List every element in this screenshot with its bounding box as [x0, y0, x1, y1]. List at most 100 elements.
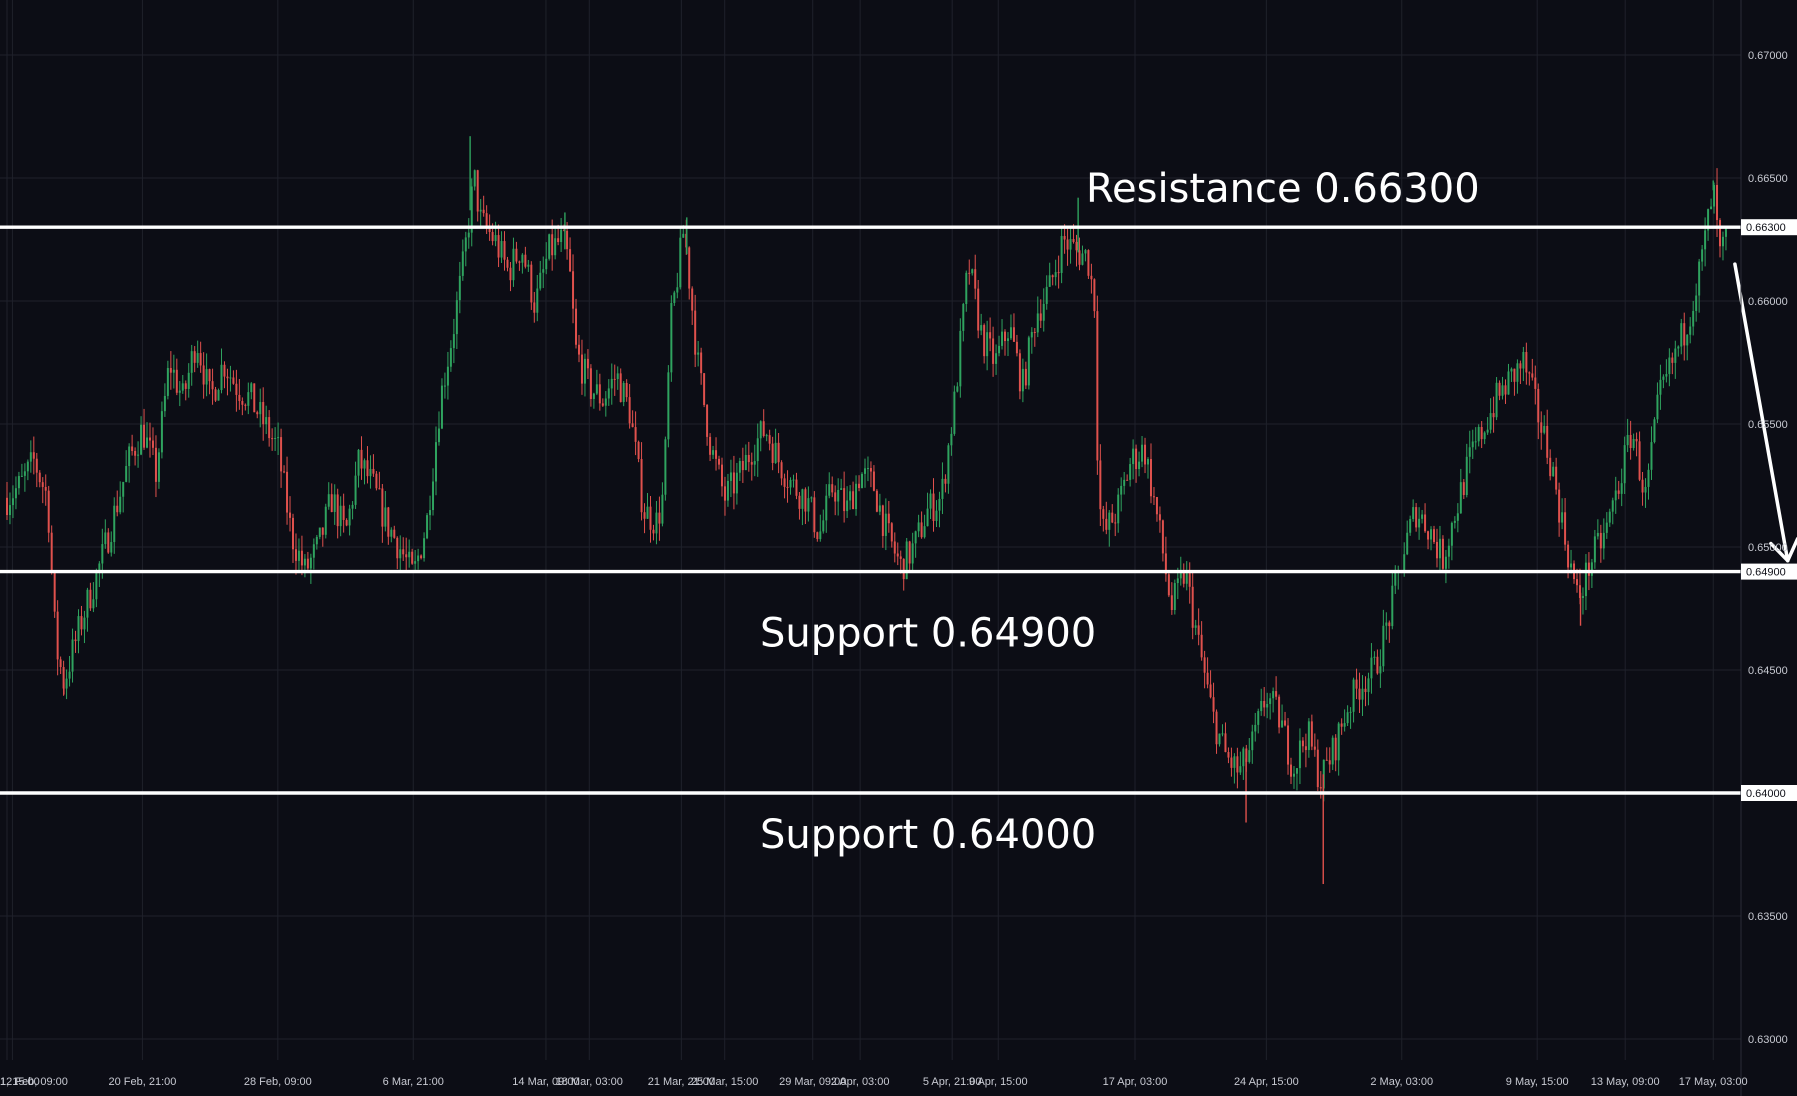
- candle-body: [1385, 622, 1388, 626]
- candle-body: [375, 473, 378, 489]
- candle-body: [1710, 206, 1713, 210]
- candle-body: [1614, 490, 1617, 501]
- candle-body: [759, 421, 762, 439]
- candle-body: [616, 373, 619, 380]
- candle-body: [17, 476, 20, 489]
- candle-body: [452, 334, 455, 349]
- candle-body: [664, 439, 667, 495]
- candle-body: [223, 364, 226, 377]
- candle-body: [557, 238, 560, 242]
- candle-body: [101, 544, 104, 564]
- candle-body: [312, 544, 315, 558]
- level-annotation: Resistance 0.66300: [1086, 166, 1480, 212]
- candle-body: [1337, 723, 1340, 761]
- candle-body: [631, 423, 634, 428]
- candle-body: [1233, 756, 1236, 768]
- candle-body: [1001, 331, 1004, 346]
- candle-body: [107, 532, 110, 553]
- candle-body: [1263, 700, 1266, 708]
- projection-arrowhead: [1769, 537, 1797, 563]
- candle-body: [1504, 385, 1507, 395]
- candle-body: [1182, 571, 1185, 584]
- candle-body: [131, 446, 134, 451]
- candle-body: [339, 505, 342, 527]
- candle-body: [801, 489, 804, 509]
- candle-body: [1161, 520, 1164, 554]
- candle-body: [1474, 441, 1477, 443]
- candle-body: [887, 513, 890, 524]
- candle-body: [20, 475, 23, 477]
- candle-body: [661, 494, 664, 524]
- candle-body: [1683, 323, 1686, 346]
- candle-body: [74, 639, 77, 642]
- candle-body: [715, 450, 718, 459]
- candle-body: [1552, 466, 1555, 477]
- candle-body: [229, 377, 232, 379]
- candle-body: [983, 325, 986, 357]
- candle-body: [1593, 536, 1596, 563]
- candle-body: [1185, 572, 1188, 584]
- candle-body: [1465, 456, 1468, 496]
- candle-body: [1144, 444, 1147, 465]
- price-axis[interactable]: 0.63000 0.63500 0.64000 0.64500 0.65000 0.655…: [1741, 50, 1797, 1046]
- candle-body: [187, 372, 190, 389]
- candle-body: [1513, 368, 1516, 382]
- candle-body: [65, 678, 68, 689]
- candle-body: [104, 532, 107, 545]
- candle-body: [1638, 441, 1641, 480]
- candle-body: [774, 442, 777, 463]
- candle-body: [1611, 500, 1614, 512]
- candle-body: [253, 383, 256, 413]
- candle-body: [1105, 518, 1108, 530]
- candle-body: [1328, 760, 1331, 765]
- candle-body: [11, 498, 14, 506]
- candle-body: [417, 555, 420, 562]
- candle-body: [789, 480, 792, 488]
- candle-body: [148, 437, 151, 441]
- candle-body: [765, 435, 768, 437]
- candle-body: [1251, 731, 1254, 751]
- candle-body: [250, 383, 253, 393]
- candle-body: [959, 330, 962, 387]
- candle-body: [858, 483, 861, 489]
- candle-body: [286, 471, 289, 513]
- candle-body: [795, 479, 798, 496]
- candle-body: [741, 460, 744, 471]
- candle-body: [566, 230, 569, 250]
- candle-body: [1525, 351, 1528, 373]
- candle-body: [154, 447, 157, 482]
- candle-body: [125, 466, 128, 482]
- candle-body: [1188, 572, 1191, 587]
- candle-body: [923, 526, 926, 538]
- candle-body: [1230, 757, 1233, 768]
- candle-body: [291, 517, 294, 550]
- candle-body: [1680, 323, 1683, 347]
- candle-body: [601, 403, 604, 406]
- candle-body: [852, 491, 855, 510]
- candle-body: [1126, 479, 1129, 481]
- candle-body: [1141, 444, 1144, 462]
- candle-body: [1695, 295, 1698, 311]
- candle-body: [863, 468, 866, 474]
- candle-body: [1248, 750, 1251, 762]
- candle-body: [771, 443, 774, 463]
- candle-body: [1599, 532, 1602, 549]
- candle-body: [941, 478, 944, 499]
- candle-body: [1438, 538, 1441, 559]
- candle-body: [1072, 239, 1075, 242]
- candle-body: [1152, 496, 1155, 498]
- candle-body: [947, 445, 950, 484]
- candle-body: [1522, 351, 1525, 369]
- candle-body: [303, 558, 306, 566]
- candle-body: [861, 473, 864, 489]
- candle-body: [235, 383, 238, 395]
- candle-body: [777, 442, 780, 463]
- candle-body: [1084, 250, 1087, 254]
- candle-body: [1111, 512, 1114, 523]
- candle-body: [95, 571, 98, 600]
- time-tick-label: 1, 15:00: [0, 1076, 40, 1088]
- candle-body: [1578, 585, 1581, 598]
- candle-body: [351, 504, 354, 509]
- candle-body: [718, 458, 721, 465]
